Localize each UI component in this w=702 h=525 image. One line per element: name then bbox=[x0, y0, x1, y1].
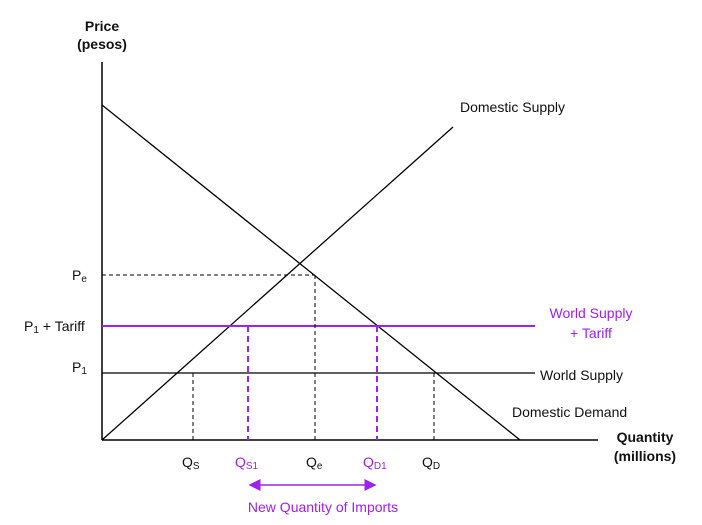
price-label: Pe bbox=[72, 267, 87, 285]
label-base: P bbox=[72, 267, 81, 283]
price-label: P1 + Tariff bbox=[24, 318, 85, 336]
quantity-label: QD1 bbox=[363, 454, 387, 472]
label-sub: S1 bbox=[246, 461, 259, 472]
x-title: (millions) bbox=[614, 448, 676, 464]
x-title: Quantity bbox=[617, 429, 674, 445]
label-suffix: + Tariff bbox=[43, 318, 85, 334]
label-base: P bbox=[24, 318, 33, 334]
label-sub: D1 bbox=[374, 461, 387, 472]
curve-label: World Supply bbox=[540, 367, 623, 383]
label-sub: e bbox=[317, 461, 323, 472]
label-base: Q bbox=[363, 454, 374, 470]
label-sub: 1 bbox=[33, 325, 39, 336]
quantity-label: QS1 bbox=[235, 454, 259, 472]
label-base: P bbox=[72, 359, 81, 375]
label-base: Q bbox=[235, 454, 246, 470]
guides bbox=[102, 274, 435, 440]
annotation: New Quantity of Imports bbox=[248, 499, 398, 515]
label-base: Q bbox=[306, 454, 317, 470]
quantity-label: QD bbox=[422, 454, 440, 472]
tariff-guides bbox=[247, 326, 378, 440]
label-sub: S bbox=[193, 461, 200, 472]
curve-label: + Tariff bbox=[570, 325, 612, 341]
label-sub: D bbox=[433, 461, 440, 472]
y-title: (pesos) bbox=[77, 36, 127, 52]
y-title: Price bbox=[85, 18, 119, 34]
price-label: P1 bbox=[72, 359, 87, 377]
curve-label: World Supply bbox=[549, 305, 632, 321]
domestic-demand bbox=[101, 104, 521, 441]
label-base: Q bbox=[182, 454, 193, 470]
domestic-supply bbox=[101, 126, 454, 441]
curve-label: Domestic Demand bbox=[512, 404, 627, 420]
quantity-label: Qe bbox=[306, 454, 323, 472]
curve-label: Domestic Supply bbox=[460, 99, 565, 115]
label-sub: 1 bbox=[81, 366, 87, 377]
label-base: Q bbox=[422, 454, 433, 470]
label-sub: e bbox=[81, 274, 87, 285]
quantity-label: QS bbox=[182, 454, 200, 472]
